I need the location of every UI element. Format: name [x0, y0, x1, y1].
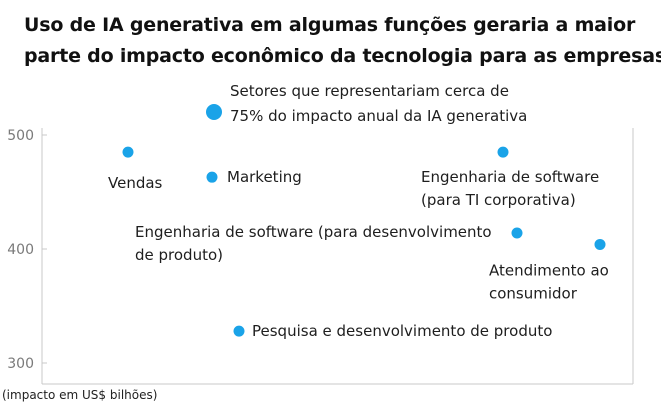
unit-note: (impacto em US$ bilhões) [2, 388, 158, 402]
data-point [511, 227, 523, 239]
data-point [233, 325, 245, 337]
y-tick-label: 500 [7, 128, 34, 144]
data-point-label: Engenharia de software (para desenvolvim… [135, 223, 492, 241]
data-points [122, 146, 606, 337]
chart-title: Uso de IA generativa em algumas funções … [24, 10, 661, 72]
data-point-label: Pesquisa e desenvolvimento de produto [252, 322, 552, 340]
data-point-label: Vendas [108, 174, 163, 192]
data-point-label: Marketing [227, 168, 302, 186]
data-point [594, 238, 606, 250]
data-point-label: Engenharia de software [421, 168, 599, 186]
legend-marker [206, 104, 222, 120]
legend-label-line: 75% do impacto anual da IA generativa [230, 107, 527, 125]
data-point-label: consumidor [489, 284, 578, 302]
data-point-label: Atendimento ao [489, 261, 609, 279]
y-tick-label: 400 [7, 242, 34, 258]
legend: Setores que representariam cerca de 75% d… [206, 82, 527, 125]
y-tick-labels: 300 400 500 [7, 128, 47, 372]
chart-title-line-1: Uso de IA generativa em algumas funções … [24, 14, 636, 36]
y-tick-label: 300 [7, 356, 34, 372]
data-point-label: de produto) [135, 246, 223, 264]
data-point [122, 146, 134, 158]
legend-label-line: Setores que representariam cerca de [230, 82, 509, 100]
data-point-labels: Vendas Marketing Engenharia de software (pa… [108, 168, 609, 340]
chart-title-line-2: parte do impacto econômico da tecnologia… [24, 45, 661, 67]
data-point-label: (para TI corporativa) [421, 191, 576, 209]
axes-group [41, 128, 634, 385]
data-point [206, 171, 218, 183]
data-point [497, 146, 509, 158]
